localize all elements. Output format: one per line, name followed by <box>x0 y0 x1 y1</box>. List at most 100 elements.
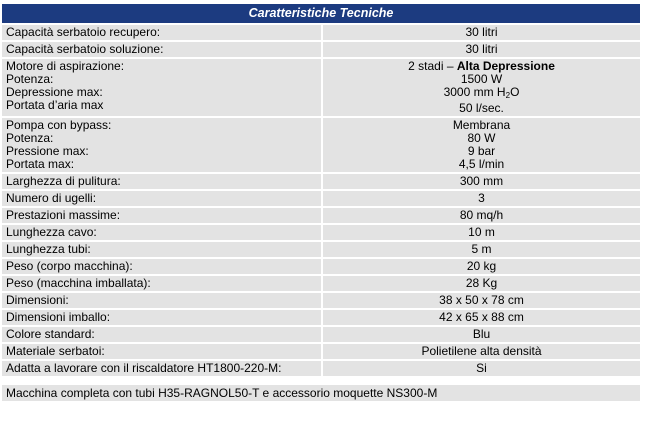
table-row: Adatta a lavorare con il riscaldatore HT… <box>2 361 640 376</box>
spec-value-cell: 3 <box>323 191 640 206</box>
spec-label: Potenza: <box>6 131 54 145</box>
spec-value: 3000 mm H2O <box>327 86 636 102</box>
spec-label-cell: Materiale serbatoi: <box>2 344 321 359</box>
spec-value: 3 <box>478 191 485 205</box>
spec-value: 2 stadi – Alta Depressione <box>327 60 636 73</box>
spec-value-cell: Polietilene alta densità <box>323 344 640 359</box>
spec-label: Portata d’aria max <box>6 98 104 112</box>
spec-label-cell: Lunghezza tubi: <box>2 242 321 257</box>
spec-value: Polietilene alta densità <box>421 344 542 358</box>
spec-value: 30 litri <box>465 25 498 39</box>
spec-value-cell: 20 kg <box>323 259 640 274</box>
spec-value-cell: 42 x 65 x 88 cm <box>323 310 640 325</box>
spec-label: Potenza: <box>6 72 54 86</box>
table-row: Capacità serbatoio soluzione: 30 litri <box>2 42 640 57</box>
spec-value-cell: 38 x 50 x 78 cm <box>323 293 640 308</box>
spec-value-cell: 28 Kg <box>323 276 640 291</box>
table-row: Lunghezza tubi: 5 m <box>2 242 640 257</box>
table-row: Peso (macchina imballata): 28 Kg <box>2 276 640 291</box>
spec-value: 10 m <box>468 225 495 239</box>
spec-value: 30 litri <box>465 42 498 56</box>
spec-label: Depressione max: <box>6 85 103 99</box>
spec-value: 50 l/sec. <box>459 101 504 115</box>
spec-label: Materiale serbatoi: <box>6 344 105 358</box>
spec-label: Capacità serbatoio recupero: <box>6 25 161 39</box>
spec-value: 20 kg <box>466 259 497 273</box>
spec-label-cell: Colore standard: <box>2 327 321 342</box>
spec-value-cell: 2 stadi – Alta Depressione 1500 W 3000 m… <box>323 59 640 116</box>
specs-table: Caratteristiche Tecniche Capacità serbat… <box>2 4 640 401</box>
spec-label: Dimensioni imballo: <box>6 310 111 324</box>
spec-value-cell: 30 litri <box>323 25 640 40</box>
spec-label: Numero di ugelli: <box>6 191 97 205</box>
spec-label-cell: Pompa con bypass: Potenza: Pressione max… <box>2 118 321 172</box>
spec-value-cell: 300 mm <box>323 174 640 189</box>
spec-label-cell: Numero di ugelli: <box>2 191 321 206</box>
spec-value-cell: 30 litri <box>323 42 640 57</box>
table-row-motor: Motore di aspirazione: Potenza: Depressi… <box>2 59 640 116</box>
spec-label: Prestazioni massime: <box>6 208 121 222</box>
spec-label: Lunghezza tubi: <box>6 242 91 256</box>
spec-label: Larghezza di pulitura: <box>6 174 121 188</box>
spec-label-cell: Larghezza di pulitura: <box>2 174 321 189</box>
spec-value: 300 mm <box>459 174 504 188</box>
spec-value: 4,5 l/min <box>458 157 505 171</box>
spacer <box>2 378 640 385</box>
spec-label: Capacità serbatoio soluzione: <box>6 42 164 56</box>
spec-label-cell: Adatta a lavorare con il riscaldatore HT… <box>2 361 321 376</box>
spec-value-cell: 10 m <box>323 225 640 240</box>
spec-value: 80 mq/h <box>459 208 504 222</box>
spec-label-cell: Peso (macchina imballata): <box>2 276 321 291</box>
table-row: Numero di ugelli: 3 <box>2 191 640 206</box>
spec-label: Pompa con bypass: <box>6 118 112 132</box>
table-row-pump: Pompa con bypass: Potenza: Pressione max… <box>2 118 640 172</box>
spec-label-cell: Prestazioni massime: <box>2 208 321 223</box>
spec-label: Colore standard: <box>6 327 95 341</box>
spec-value: 80 W <box>467 131 496 145</box>
spec-value-text: 2 stadi – <box>408 59 457 73</box>
table-row: Dimensioni: 38 x 50 x 78 cm <box>2 293 640 308</box>
spec-value: 38 x 50 x 78 cm <box>439 293 524 307</box>
spec-value: Si <box>476 361 487 375</box>
table-row: Lunghezza cavo: 10 m <box>2 225 640 240</box>
spec-label-cell: Peso (corpo macchina): <box>2 259 321 274</box>
spec-value: 1500 W <box>460 72 503 86</box>
spec-value-text: O <box>510 85 520 99</box>
table-header: Caratteristiche Tecniche <box>2 4 640 23</box>
spec-value: 28 Kg <box>465 276 498 290</box>
spec-value-cell: 5 m <box>323 242 640 257</box>
spec-value: Membrana <box>452 118 511 132</box>
spec-label-cell: Lunghezza cavo: <box>2 225 321 240</box>
spec-value-cell: Blu <box>323 327 640 342</box>
spec-value-cell: Si <box>323 361 640 376</box>
spec-label: Peso (corpo macchina): <box>6 259 133 273</box>
table-row: Peso (corpo macchina): 20 kg <box>2 259 640 274</box>
footer-note: Macchina completa con tubi H35-RAGNOL50-… <box>2 385 640 401</box>
spec-label-cell: Dimensioni imballo: <box>2 310 321 325</box>
spec-value-cell: Membrana 80 W 9 bar 4,5 l/min <box>323 118 640 172</box>
spec-label-cell: Capacità serbatoio recupero: <box>2 25 321 40</box>
table-row: Prestazioni massime: 80 mq/h <box>2 208 640 223</box>
spec-value: 42 x 65 x 88 cm <box>439 310 524 324</box>
spec-label: Lunghezza cavo: <box>6 225 97 239</box>
spec-label-cell: Capacità serbatoio soluzione: <box>2 42 321 57</box>
subscript: 2 <box>505 91 511 100</box>
spec-value: 5 m <box>471 242 492 256</box>
spec-label: Motore di aspirazione: <box>6 59 125 73</box>
spec-value: Blu <box>472 327 491 341</box>
spec-label: Peso (macchina imballata): <box>6 276 151 290</box>
spec-label: Dimensioni: <box>6 293 69 307</box>
table-row: Dimensioni imballo: 42 x 65 x 88 cm <box>2 310 640 325</box>
spec-label: Adatta a lavorare con il riscaldatore HT… <box>6 361 282 375</box>
table-row: Larghezza di pulitura: 300 mm <box>2 174 640 189</box>
spec-label-cell: Motore di aspirazione: Potenza: Depressi… <box>2 59 321 116</box>
table-row: Colore standard: Blu <box>2 327 640 342</box>
table-row: Materiale serbatoi: Polietilene alta den… <box>2 344 640 359</box>
spec-value: 9 bar <box>467 144 496 158</box>
spec-value-bold: Alta Depressione <box>456 59 555 73</box>
spec-value-cell: 80 mq/h <box>323 208 640 223</box>
spec-value-text: 3000 mm H <box>443 85 506 99</box>
spec-label-cell: Dimensioni: <box>2 293 321 308</box>
spec-label: Pressione max: <box>6 144 89 158</box>
table-row: Capacità serbatoio recupero: 30 litri <box>2 25 640 40</box>
